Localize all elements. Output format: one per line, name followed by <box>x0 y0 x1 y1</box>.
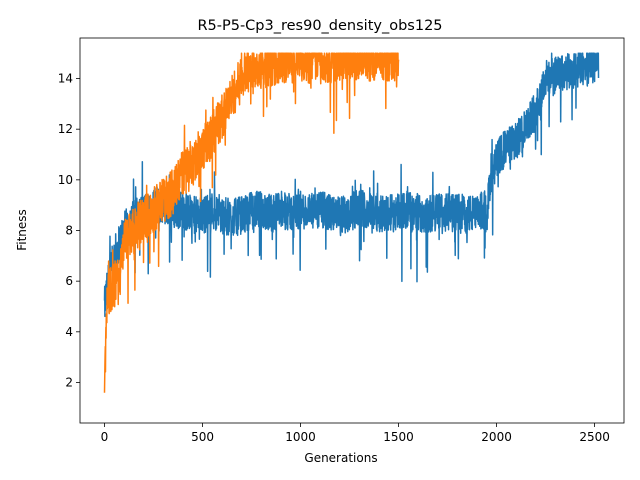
y-tick-label: 10 <box>58 173 73 187</box>
y-tick-label: 4 <box>65 325 73 339</box>
x-tick-label: 500 <box>191 430 214 444</box>
y-tick-label: 2 <box>65 375 73 389</box>
x-tick-label: 0 <box>101 430 109 444</box>
plot-area <box>103 52 600 393</box>
y-tick-label: 12 <box>58 122 73 136</box>
x-tick-label: 1500 <box>383 430 414 444</box>
y-tick-label: 6 <box>65 274 73 288</box>
x-tick-label: 2500 <box>579 430 610 444</box>
y-axis-label: Fitness <box>15 209 29 251</box>
x-axis-label: Generations <box>304 451 377 465</box>
y-axis: 2 4 6 8 10 12 14 <box>58 72 80 389</box>
y-tick-label: 8 <box>65 224 73 238</box>
series-line-2 <box>103 52 400 393</box>
chart-title: R5-P5-Cp3_res90_density_obs125 <box>197 18 442 34</box>
x-axis: 0 500 1000 1500 2000 2500 <box>101 423 610 444</box>
series-line-1 <box>103 52 600 318</box>
x-tick-label: 1000 <box>285 430 316 444</box>
y-tick-label: 14 <box>58 72 73 86</box>
x-tick-label: 2000 <box>481 430 512 444</box>
